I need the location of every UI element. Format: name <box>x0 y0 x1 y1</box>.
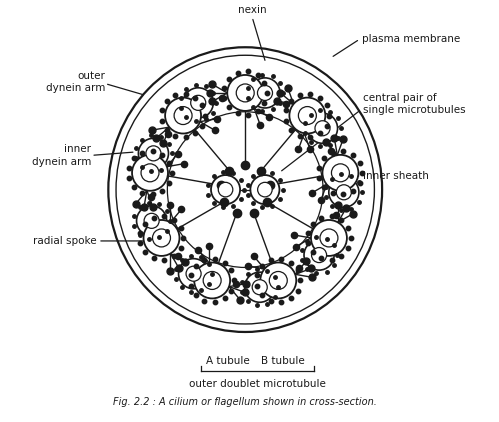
Circle shape <box>250 78 280 108</box>
Circle shape <box>218 182 233 197</box>
Circle shape <box>289 97 325 133</box>
Circle shape <box>137 206 167 236</box>
Circle shape <box>186 266 201 281</box>
Circle shape <box>257 85 272 100</box>
Circle shape <box>236 84 254 102</box>
Circle shape <box>315 121 330 136</box>
Circle shape <box>331 164 349 182</box>
Circle shape <box>260 262 296 298</box>
Circle shape <box>245 272 275 302</box>
Circle shape <box>141 164 159 182</box>
Circle shape <box>269 271 287 289</box>
Text: outer
dynein arm: outer dynein arm <box>45 70 105 93</box>
Text: plasma membrane: plasma membrane <box>362 34 460 44</box>
Circle shape <box>165 97 201 133</box>
Circle shape <box>174 107 192 124</box>
Text: nexin: nexin <box>238 5 266 15</box>
Circle shape <box>138 138 169 168</box>
Circle shape <box>203 271 221 289</box>
Circle shape <box>298 107 316 124</box>
Circle shape <box>144 213 159 228</box>
Circle shape <box>252 280 267 295</box>
Circle shape <box>194 262 230 298</box>
Text: central pair of
single microtubules: central pair of single microtubules <box>363 93 466 115</box>
Circle shape <box>132 155 168 191</box>
Text: A tubule: A tubule <box>206 356 250 365</box>
Text: inner sheath: inner sheath <box>363 171 429 181</box>
Text: radial spoke: radial spoke <box>33 236 96 246</box>
Circle shape <box>191 95 206 111</box>
Circle shape <box>179 259 209 289</box>
Circle shape <box>311 248 326 262</box>
Text: inner
dynein arm: inner dynein arm <box>32 144 91 167</box>
Text: Fig. 2.2 : A cilium or flagellum shown in cross-section.: Fig. 2.2 : A cilium or flagellum shown i… <box>113 397 377 407</box>
Text: B tubule: B tubule <box>261 356 305 365</box>
Circle shape <box>336 185 351 200</box>
Circle shape <box>307 113 337 143</box>
Circle shape <box>320 229 338 247</box>
Circle shape <box>322 155 358 191</box>
Circle shape <box>146 146 161 161</box>
Text: outer doublet microtubule: outer doublet microtubule <box>189 379 326 389</box>
Circle shape <box>167 112 323 268</box>
Circle shape <box>304 240 334 270</box>
Circle shape <box>227 75 263 111</box>
Circle shape <box>311 220 347 256</box>
Circle shape <box>211 175 240 204</box>
Circle shape <box>144 220 180 256</box>
Circle shape <box>257 182 272 197</box>
Circle shape <box>183 88 213 118</box>
Circle shape <box>153 229 171 247</box>
Circle shape <box>329 177 359 207</box>
Circle shape <box>250 175 279 204</box>
